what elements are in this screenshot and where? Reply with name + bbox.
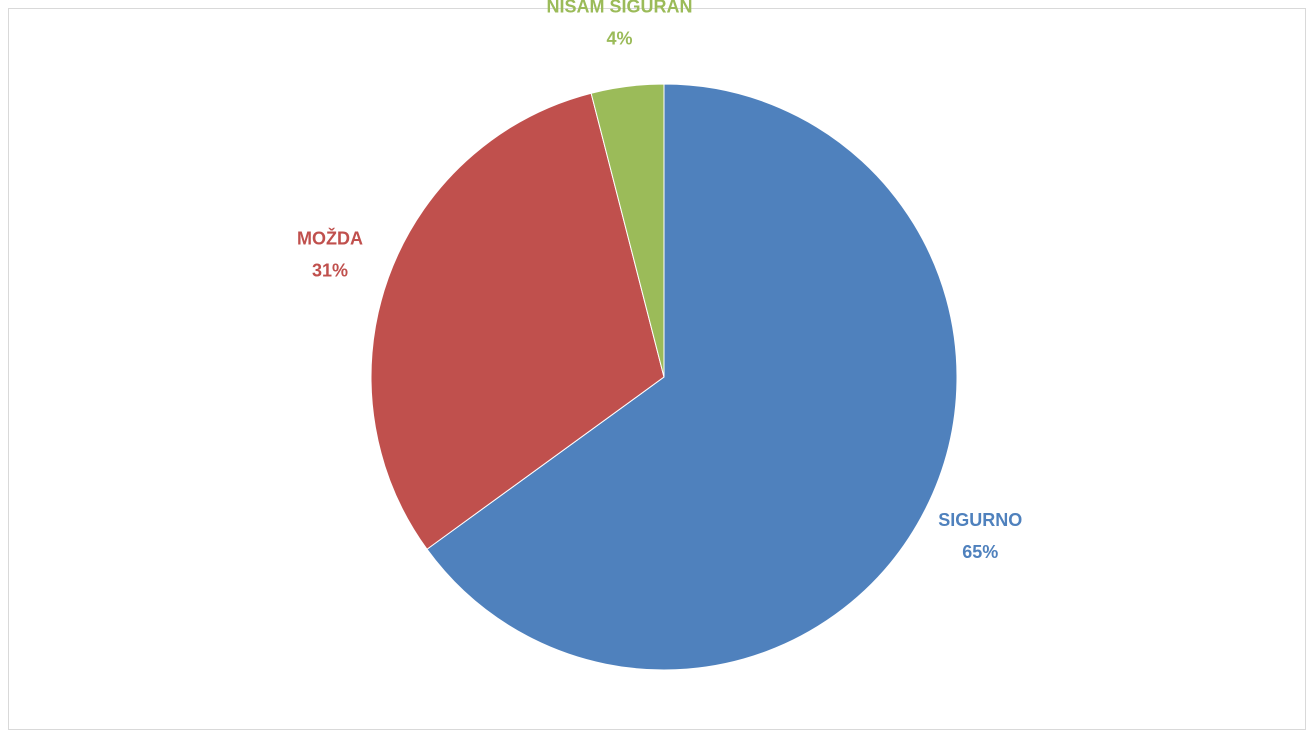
pie-slice: [590, 83, 665, 378]
slice-category-label: MOŽDA: [297, 227, 363, 248]
slice-value-label: 31%: [312, 260, 348, 280]
pie-slice: [426, 83, 958, 671]
pie-slice: [370, 92, 665, 550]
slice-category-label: SIGURNO: [938, 510, 1022, 530]
slice-value-label: 65%: [962, 542, 998, 562]
slice-category-label: NISAM SIGURAN: [546, 0, 692, 17]
slice-value-label: 4%: [606, 29, 632, 49]
